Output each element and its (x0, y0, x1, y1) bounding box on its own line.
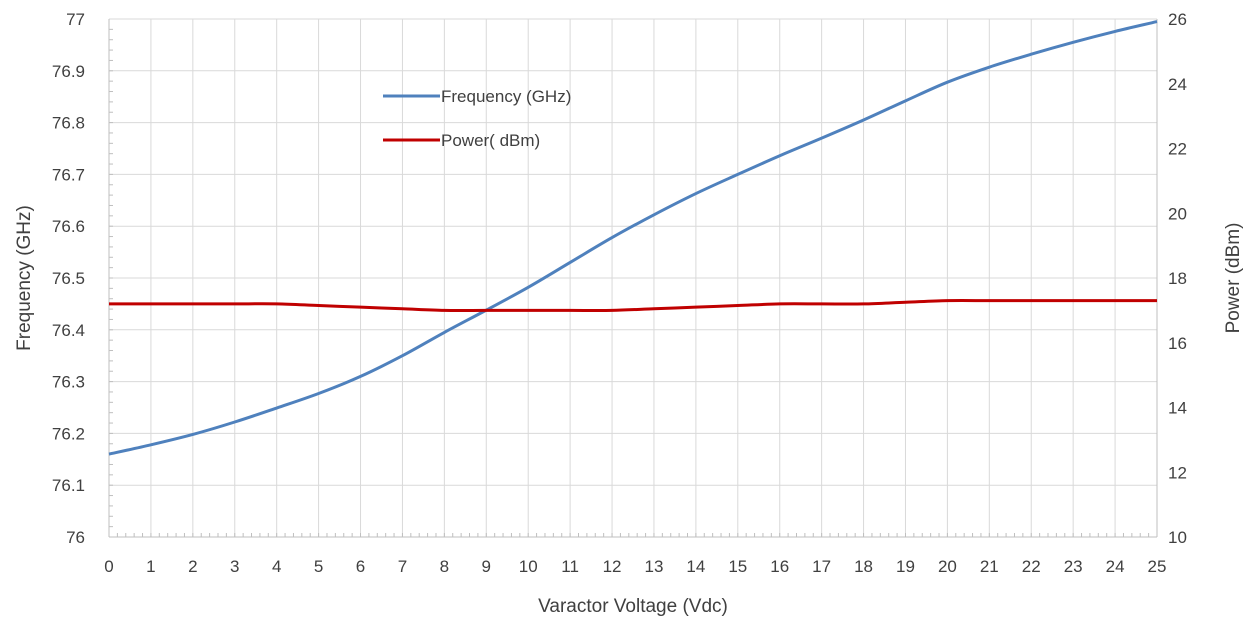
x-tick-label: 20 (938, 557, 957, 576)
x-tick-label: 13 (644, 557, 663, 576)
y-tick-label: 76.8 (52, 114, 85, 133)
x-tick-label: 8 (440, 557, 449, 576)
y-tick-label: 77 (66, 10, 85, 29)
x-tick-label: 22 (1022, 557, 1041, 576)
y-tick-label: 76.6 (52, 217, 85, 236)
x-tick-label: 21 (980, 557, 999, 576)
x-tick-label: 24 (1106, 557, 1125, 576)
x-tick-label: 17 (812, 557, 831, 576)
x-tick-label: 3 (230, 557, 239, 576)
x-tick-label: 6 (356, 557, 365, 576)
y2-tick-label: 26 (1168, 10, 1187, 29)
y2-tick-label: 12 (1168, 463, 1187, 482)
x-tick-label: 5 (314, 557, 323, 576)
y2-tick-label: 22 (1168, 140, 1187, 159)
y-tick-label: 76.2 (52, 424, 85, 443)
x-axis-title: Varactor Voltage (Vdc) (538, 596, 728, 617)
y2-tick-label: 14 (1168, 399, 1187, 418)
x-tick-label: 2 (188, 557, 197, 576)
y-tick-label: 76.3 (52, 373, 85, 392)
series-lines (108, 20, 1158, 456)
x-tick-label: 16 (770, 557, 789, 576)
y2-tick-label: 16 (1168, 334, 1187, 353)
x-tick-label: 10 (519, 557, 538, 576)
x-tick-label: 9 (482, 557, 491, 576)
y2-tick-labels: 10 12 14 16 18 20 22 24 26 (1168, 10, 1187, 547)
y-tick-label: 76.7 (52, 165, 85, 184)
legend: Frequency (GHz) Power( dBm) (383, 87, 571, 150)
minor-ticks (109, 28, 1150, 537)
legend-label-frequency: Frequency (GHz) (441, 87, 571, 106)
y-tick-label: 76.4 (52, 321, 85, 340)
x-tick-label: 25 (1148, 557, 1167, 576)
axes (108, 19, 1158, 538)
y2-tick-label: 10 (1168, 528, 1187, 547)
y-tick-label: 76.1 (52, 476, 85, 495)
x-tick-label: 0 (104, 557, 113, 576)
x-tick-label: 1 (146, 557, 155, 576)
y2-axis-title: Power (dBm) (1223, 223, 1244, 334)
legend-label-power: Power( dBm) (441, 131, 540, 150)
gridlines (109, 18, 1158, 537)
y-tick-labels: 76 76.1 76.2 76.3 76.4 76.5 76.6 76.7 76.8 76.9 77 (52, 10, 85, 547)
y-tick-label: 76.9 (52, 62, 85, 81)
y-tick-label: 76.5 (52, 269, 85, 288)
x-tick-label: 12 (603, 557, 622, 576)
x-tick-label: 14 (686, 557, 705, 576)
x-tick-label: 23 (1064, 557, 1083, 576)
x-tick-label: 7 (398, 557, 407, 576)
y2-tick-label: 18 (1168, 269, 1187, 288)
frequency-series-line (108, 20, 1158, 456)
y-tick-label: 76 (66, 528, 85, 547)
x-tick-label: 4 (272, 557, 281, 576)
x-tick-label: 18 (854, 557, 873, 576)
y2-tick-label: 20 (1168, 204, 1187, 223)
x-tick-labels: 0 1 2 3 4 5 6 7 8 9 10 11 12 13 14 15 16 17 18 19 20 21 22 23 24… (104, 557, 1166, 576)
y-axis-title: Frequency (GHz) (14, 205, 35, 351)
x-tick-label: 11 (561, 557, 579, 576)
x-tick-label: 19 (896, 557, 915, 576)
y2-tick-label: 24 (1168, 75, 1187, 94)
x-tick-label: 15 (728, 557, 747, 576)
power-series-line (109, 299, 1157, 312)
